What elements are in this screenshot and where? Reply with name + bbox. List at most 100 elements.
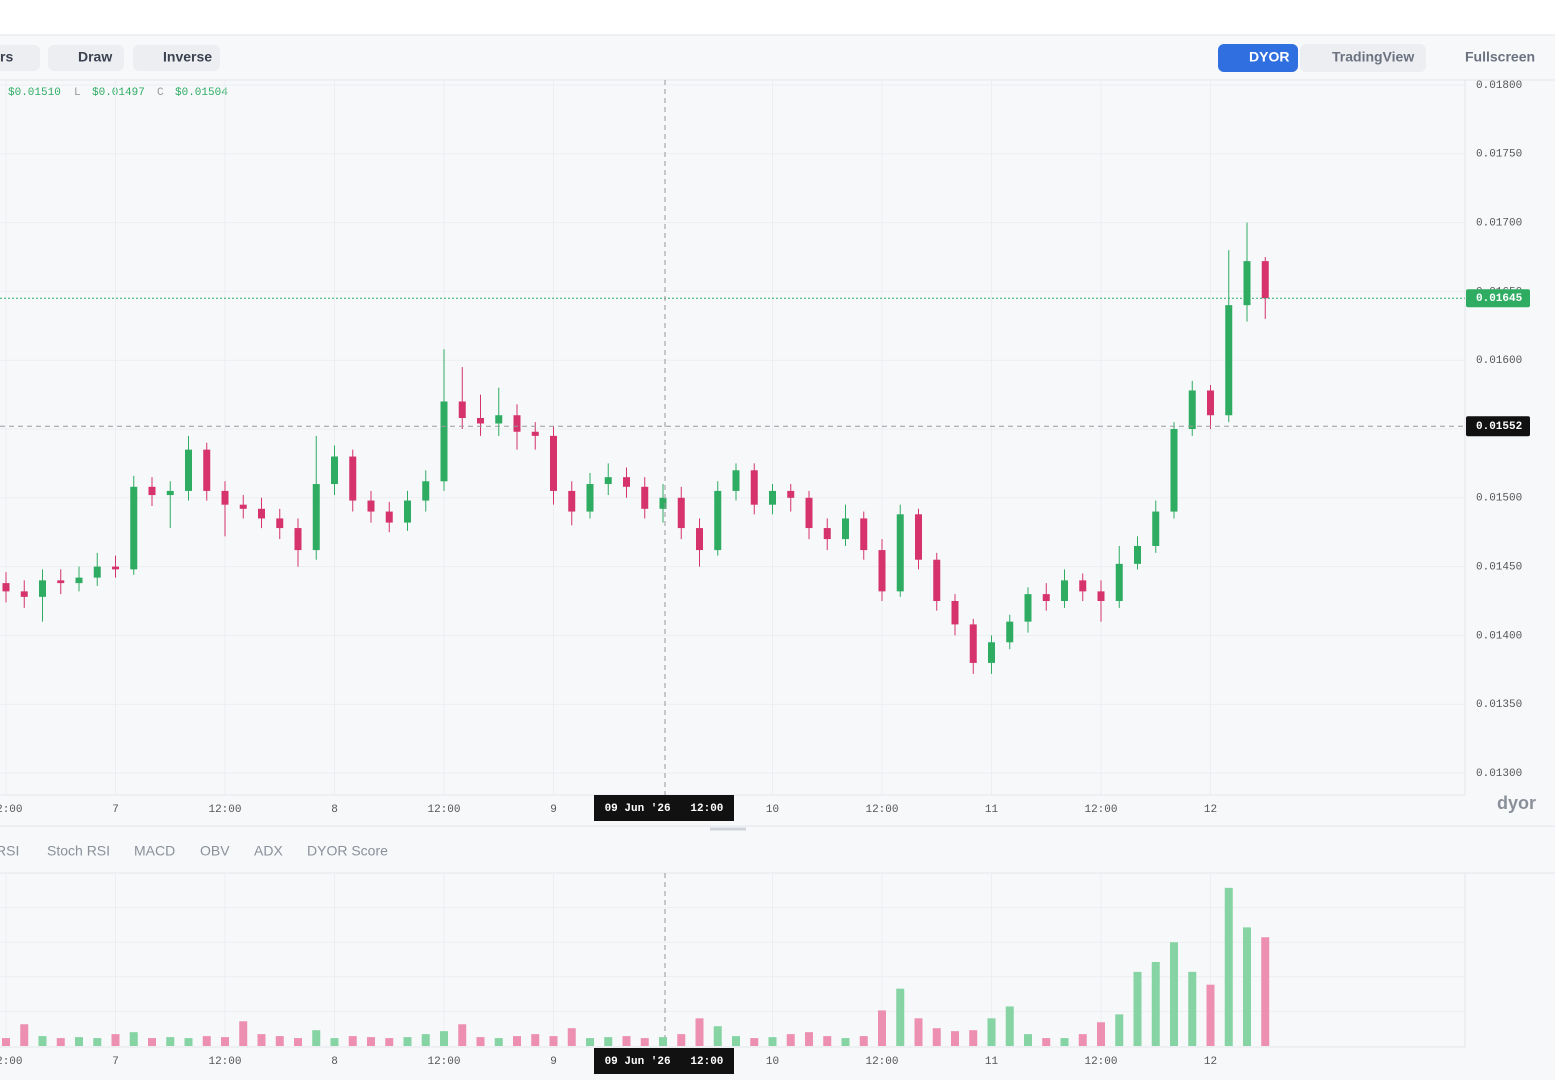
- indicator-tab[interactable]: Stoch RSI: [47, 843, 110, 859]
- dyor-button[interactable]: [1218, 44, 1298, 72]
- volume-bar: [275, 1036, 284, 1046]
- draw-button[interactable]: [48, 45, 124, 71]
- candle-body: [385, 511, 393, 523]
- last-price-box: [1466, 289, 1530, 308]
- volume-bar: [166, 1037, 175, 1046]
- x-tick-label: 12:00: [865, 804, 898, 816]
- volume-bar: [221, 1037, 229, 1046]
- candle-body: [1243, 261, 1251, 306]
- volume-bar: [385, 1038, 394, 1046]
- candle-body: [988, 642, 995, 663]
- candle-body: [677, 497, 685, 529]
- candle-body: [805, 497, 813, 529]
- volume-bar: [786, 1034, 795, 1046]
- indicator-tab[interactable]: RSI: [0, 843, 19, 859]
- candle-body: [239, 504, 247, 509]
- candle-body: [586, 484, 594, 512]
- volume-bar: [330, 1038, 339, 1046]
- candle-body: [842, 518, 849, 540]
- volume-bar: [659, 1037, 667, 1046]
- candle-body: [513, 415, 521, 432]
- x-tick-label: 7: [112, 1056, 119, 1068]
- crosshair-time-label: 09 Jun '26 12:00: [605, 1056, 724, 1068]
- y-tick-label: 0.01300: [1476, 768, 1522, 780]
- volume-bar: [531, 1034, 540, 1046]
- candle-body: [1061, 580, 1068, 601]
- x-tick-label: 12:00: [208, 804, 241, 816]
- volume-bar: [859, 1036, 868, 1046]
- candle-body: [714, 490, 722, 551]
- volume-bar: [257, 1034, 266, 1046]
- volume-bar: [75, 1037, 83, 1046]
- x-tick-label: 12:00: [865, 1056, 898, 1068]
- volume-bar: [56, 1038, 65, 1046]
- y-tick-label: 0.01600: [1476, 355, 1522, 367]
- volume-bar: [476, 1037, 485, 1046]
- inverse-button[interactable]: [133, 45, 220, 71]
- volume-bar: [1206, 984, 1215, 1046]
- indicator-tab[interactable]: ADX: [254, 843, 283, 859]
- candle-body: [1042, 594, 1050, 601]
- x-tick-label: 10: [766, 804, 779, 816]
- indicator-tab[interactable]: DYOR Score: [307, 843, 388, 859]
- volume-bar: [348, 1036, 357, 1046]
- volume-bar: [1060, 1038, 1069, 1046]
- candle-body: [696, 528, 703, 551]
- candle-body: [969, 624, 977, 663]
- volume-bar: [604, 1037, 613, 1046]
- y-tick-label: 0.01750: [1476, 149, 1522, 161]
- candle-body: [258, 508, 265, 519]
- candle-body: [915, 514, 922, 560]
- volume-bar: [1078, 1034, 1087, 1046]
- candle-body: [221, 490, 229, 505]
- tradingview-label: TradingView: [1332, 49, 1414, 65]
- candle-body: [933, 559, 941, 601]
- ohlc-high: $0.01510: [8, 87, 61, 99]
- crosshair-time-box: [594, 795, 734, 821]
- candle-body: [349, 456, 357, 501]
- candle-body: [1261, 261, 1269, 299]
- x-tick-label: 12:00: [1084, 1056, 1117, 1068]
- candle-body: [57, 580, 65, 584]
- x-tick-label: 12:00: [427, 1056, 460, 1068]
- candle-body: [477, 417, 484, 424]
- candle-body: [294, 528, 302, 551]
- y-tick-label: 0.01400: [1476, 630, 1522, 642]
- candle-body: [1207, 390, 1214, 416]
- x-tick-label: 12:00: [0, 804, 23, 816]
- indicators-button[interactable]: [0, 45, 40, 71]
- candle-body: [568, 490, 576, 512]
- ohlc-key: L: [74, 87, 81, 99]
- volume-bar: [38, 1036, 47, 1046]
- volume-bar: [896, 988, 905, 1046]
- volume-bar: [202, 1036, 211, 1046]
- volume-bar: [878, 1010, 886, 1046]
- y-tick-label: 0.01700: [1476, 218, 1522, 230]
- candle-body: [1134, 545, 1141, 564]
- candle-body: [769, 490, 776, 505]
- volume-bar: [750, 1038, 759, 1046]
- volume-bar: [695, 1018, 704, 1046]
- tradingview-button[interactable]: [1300, 44, 1426, 72]
- volume-bar: [640, 1038, 649, 1046]
- candle-body: [75, 577, 83, 584]
- volume-bar: [1170, 942, 1178, 1046]
- fullscreen-button[interactable]: Fullscreen: [1465, 49, 1535, 65]
- candle-body: [604, 477, 612, 485]
- volume-bar: [914, 1018, 923, 1046]
- candle-body: [276, 518, 284, 529]
- x-tick-label: 8: [331, 1056, 338, 1068]
- indicator-tab[interactable]: MACD: [134, 843, 175, 859]
- indicator-tab[interactable]: OBV: [200, 843, 230, 859]
- volume-bar: [294, 1038, 302, 1046]
- x-tick-label: 10: [766, 1056, 779, 1068]
- chart-panel: [0, 35, 1555, 1080]
- volume-bar: [713, 1026, 722, 1046]
- candle-body: [148, 486, 156, 496]
- candle-body: [732, 470, 740, 491]
- volume-bar: [440, 1031, 448, 1046]
- volume-bar: [1024, 1034, 1032, 1046]
- dyor-label: DYOR: [1249, 49, 1289, 65]
- candle-body: [860, 518, 868, 551]
